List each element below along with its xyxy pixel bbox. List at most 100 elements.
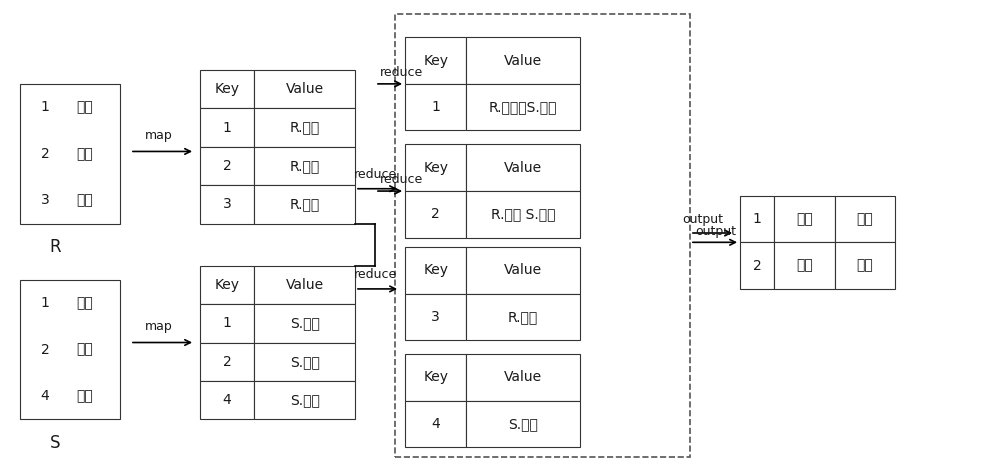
Text: S.上海: S.上海 xyxy=(290,355,320,369)
Bar xyxy=(466,401,580,447)
Bar xyxy=(466,294,580,340)
Bar xyxy=(200,185,254,224)
Text: 4: 4 xyxy=(431,417,440,431)
Text: R: R xyxy=(49,238,61,256)
Bar xyxy=(200,381,254,419)
Text: R.李四: R.李四 xyxy=(290,159,320,173)
Text: 张三: 张三 xyxy=(796,212,813,226)
Text: 2: 2 xyxy=(223,355,232,369)
Text: Key: Key xyxy=(423,263,448,277)
Text: R.王五: R.王五 xyxy=(290,198,320,212)
Text: S.南京: S.南京 xyxy=(508,417,538,431)
Bar xyxy=(254,343,355,381)
Bar xyxy=(405,37,466,84)
Text: Key: Key xyxy=(423,370,448,384)
Text: 李四: 李四 xyxy=(796,259,813,273)
Text: 2: 2 xyxy=(431,207,440,221)
Text: 上海: 上海 xyxy=(856,259,873,273)
Text: R.王五: R.王五 xyxy=(508,310,538,324)
Text: reduce: reduce xyxy=(354,268,397,281)
Text: 1: 1 xyxy=(41,296,49,310)
Bar xyxy=(254,381,355,419)
Bar xyxy=(405,191,466,238)
Text: Value: Value xyxy=(286,278,324,292)
Bar xyxy=(254,147,355,185)
Text: Value: Value xyxy=(504,263,542,277)
Bar xyxy=(405,354,466,401)
Bar xyxy=(200,70,254,108)
Text: 1: 1 xyxy=(753,212,761,226)
Text: 2: 2 xyxy=(753,259,761,273)
Text: output: output xyxy=(682,212,723,226)
Text: R.李四 S.上海: R.李四 S.上海 xyxy=(491,207,555,221)
Bar xyxy=(466,247,580,294)
Text: reduce: reduce xyxy=(380,66,423,79)
Bar xyxy=(254,70,355,108)
Bar xyxy=(200,343,254,381)
Text: map: map xyxy=(145,320,173,333)
Text: 北京: 北京 xyxy=(77,296,93,310)
Bar xyxy=(200,304,254,343)
Text: 南京: 南京 xyxy=(77,389,93,403)
Text: output: output xyxy=(695,225,736,238)
Text: 4: 4 xyxy=(41,389,49,403)
Bar xyxy=(200,147,254,185)
Text: S.南京: S.南京 xyxy=(290,393,320,407)
Text: 3: 3 xyxy=(41,193,49,207)
Bar xyxy=(466,84,580,130)
Bar xyxy=(466,354,580,401)
Bar xyxy=(774,242,835,289)
Bar xyxy=(405,247,466,294)
Text: 1: 1 xyxy=(41,100,49,114)
Text: 2: 2 xyxy=(41,147,49,161)
Bar xyxy=(20,84,120,224)
Bar xyxy=(740,242,774,289)
Text: Key: Key xyxy=(423,161,448,175)
Text: map: map xyxy=(145,129,173,142)
Text: Value: Value xyxy=(286,82,324,96)
Text: 上海: 上海 xyxy=(77,343,93,356)
Text: 3: 3 xyxy=(223,198,232,212)
Bar xyxy=(405,84,466,130)
Text: 1: 1 xyxy=(431,100,440,114)
Bar xyxy=(254,185,355,224)
Bar xyxy=(254,108,355,147)
Text: S: S xyxy=(50,434,60,452)
Text: Value: Value xyxy=(504,54,542,68)
Text: reduce: reduce xyxy=(380,173,423,186)
Text: 李四: 李四 xyxy=(77,147,93,161)
Text: 王五: 王五 xyxy=(77,193,93,207)
Bar xyxy=(405,294,466,340)
Bar xyxy=(200,266,254,304)
Text: 2: 2 xyxy=(223,159,232,173)
Text: S.北京: S.北京 xyxy=(290,316,320,330)
Text: Key: Key xyxy=(215,82,240,96)
Text: Value: Value xyxy=(504,161,542,175)
Text: 3: 3 xyxy=(431,310,440,324)
Bar xyxy=(254,304,355,343)
Bar xyxy=(466,191,580,238)
Text: Key: Key xyxy=(423,54,448,68)
Bar xyxy=(395,14,690,457)
Bar xyxy=(466,37,580,84)
Text: R.张三: R.张三 xyxy=(290,121,320,135)
Bar xyxy=(740,196,774,242)
Bar xyxy=(405,401,466,447)
Bar xyxy=(835,196,895,242)
Text: 北京: 北京 xyxy=(856,212,873,226)
Bar xyxy=(405,144,466,191)
Bar xyxy=(835,242,895,289)
Text: 4: 4 xyxy=(223,393,232,407)
Text: Value: Value xyxy=(504,370,542,384)
Bar xyxy=(774,196,835,242)
Text: reduce: reduce xyxy=(354,168,397,181)
Bar xyxy=(20,280,120,419)
Text: 1: 1 xyxy=(223,121,232,135)
Text: 2: 2 xyxy=(41,343,49,356)
Bar xyxy=(200,108,254,147)
Text: Key: Key xyxy=(215,278,240,292)
Text: R.张三，S.北京: R.张三，S.北京 xyxy=(489,100,557,114)
Bar xyxy=(254,266,355,304)
Text: 张三: 张三 xyxy=(77,100,93,114)
Bar xyxy=(466,144,580,191)
